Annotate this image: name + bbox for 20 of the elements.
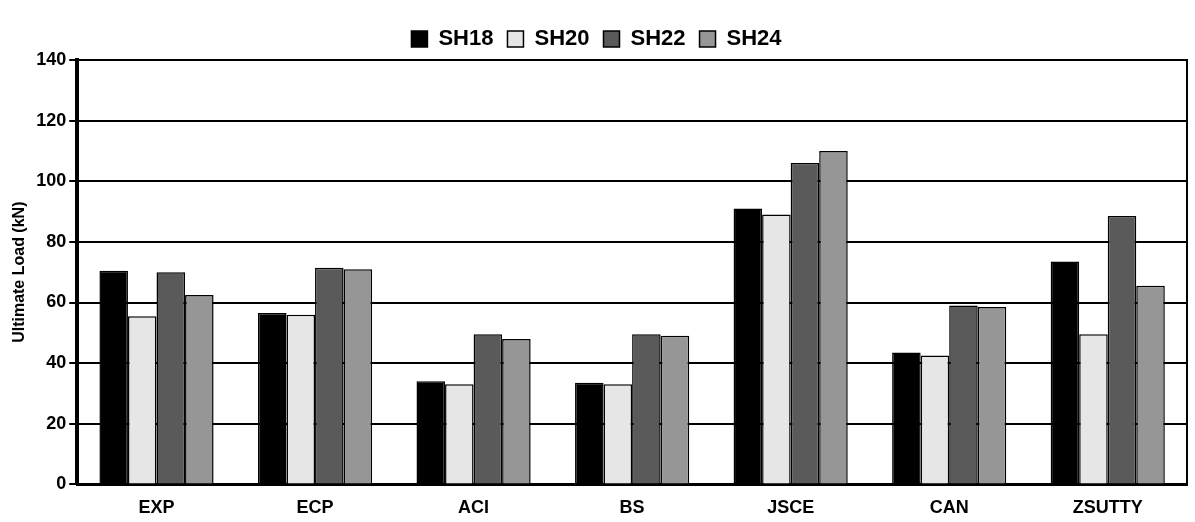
y-tick-label: 80 <box>46 230 67 251</box>
y-tick-label: 140 <box>36 48 67 69</box>
x-tick-label: EXP <box>138 497 175 518</box>
y-tick-label: 60 <box>46 291 67 312</box>
x-tick-label: BS <box>619 497 645 518</box>
x-tick-label: ECP <box>296 497 334 518</box>
x-tick-label: ZSUTTY <box>1072 497 1143 518</box>
y-tick-label: 100 <box>36 170 67 191</box>
y-tick-label: 120 <box>36 109 67 130</box>
legend-label: SH24 <box>726 25 783 51</box>
y-axis-title: Ultimate Load (kN) <box>10 201 28 343</box>
y-tick-label: 40 <box>46 352 67 373</box>
x-tick-label: ACI <box>458 497 490 518</box>
y-tick-label: 20 <box>46 412 67 433</box>
x-tick-label: CAN <box>929 497 969 518</box>
y-tick-label: 0 <box>56 473 67 494</box>
legend-label: SH18 <box>438 25 494 51</box>
legend-label: SH22 <box>630 25 686 51</box>
legend-label: SH20 <box>534 25 590 51</box>
x-tick-label: JSCE <box>767 497 815 518</box>
